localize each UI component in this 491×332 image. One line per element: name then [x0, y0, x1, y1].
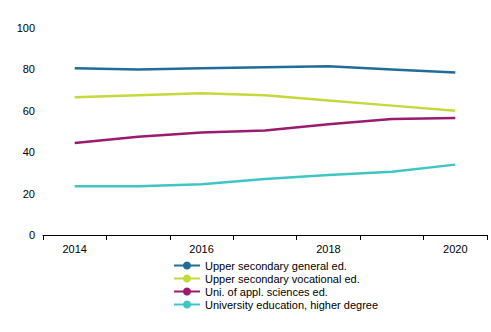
svg-text:100: 100 — [17, 22, 35, 34]
svg-text:2018: 2018 — [316, 243, 340, 255]
svg-text:Uni. of appl. sciences ed.: Uni. of appl. sciences ed. — [205, 286, 328, 298]
svg-text:60: 60 — [23, 105, 35, 117]
svg-text:2020: 2020 — [443, 243, 467, 255]
svg-text:80: 80 — [23, 63, 35, 75]
svg-text:University education, higher d: University education, higher degree — [205, 299, 378, 311]
svg-text:0: 0 — [29, 229, 35, 241]
svg-text:2016: 2016 — [189, 243, 213, 255]
svg-text:Upper secondary vocational ed.: Upper secondary vocational ed. — [205, 273, 360, 285]
svg-text:Upper secondary general ed.: Upper secondary general ed. — [205, 260, 347, 272]
svg-text:40: 40 — [23, 146, 35, 158]
svg-text:2014: 2014 — [62, 243, 86, 255]
svg-text:20: 20 — [23, 188, 35, 200]
